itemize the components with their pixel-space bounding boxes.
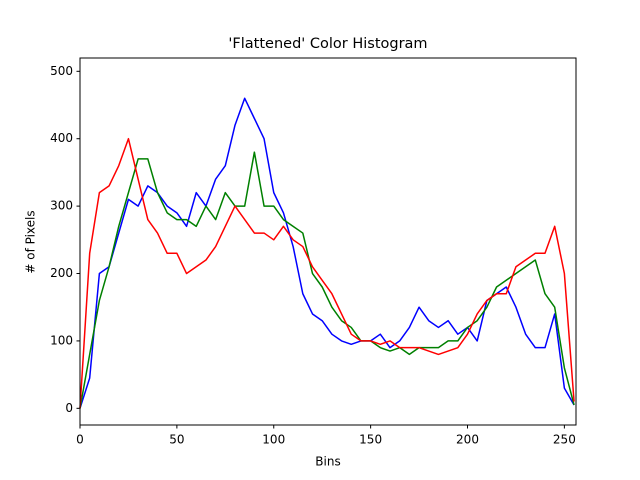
y-tick-label: 400 (50, 131, 73, 145)
plot-frame (79, 57, 577, 426)
x-tick-label: 200 (456, 433, 479, 447)
y-tick-label: 300 (50, 199, 73, 213)
y-tick-label: 500 (50, 64, 73, 78)
chart-title: 'Flattened' Color Histogram (228, 36, 427, 52)
x-axis-label: Bins (315, 455, 340, 469)
y-tick-label: 200 (50, 266, 73, 280)
x-tick-label: 50 (169, 433, 184, 447)
data-line (79, 97, 575, 409)
x-tick-label: 250 (553, 433, 576, 447)
x-tick-label: 150 (359, 433, 382, 447)
x-tick-label: 100 (262, 433, 285, 447)
x-tick-label: 0 (76, 433, 84, 447)
data-line (79, 137, 575, 409)
y-tick-label: 100 (50, 333, 73, 347)
y-tick-label: 0 (65, 401, 73, 415)
y-axis-label: # of Pixels (24, 210, 38, 273)
